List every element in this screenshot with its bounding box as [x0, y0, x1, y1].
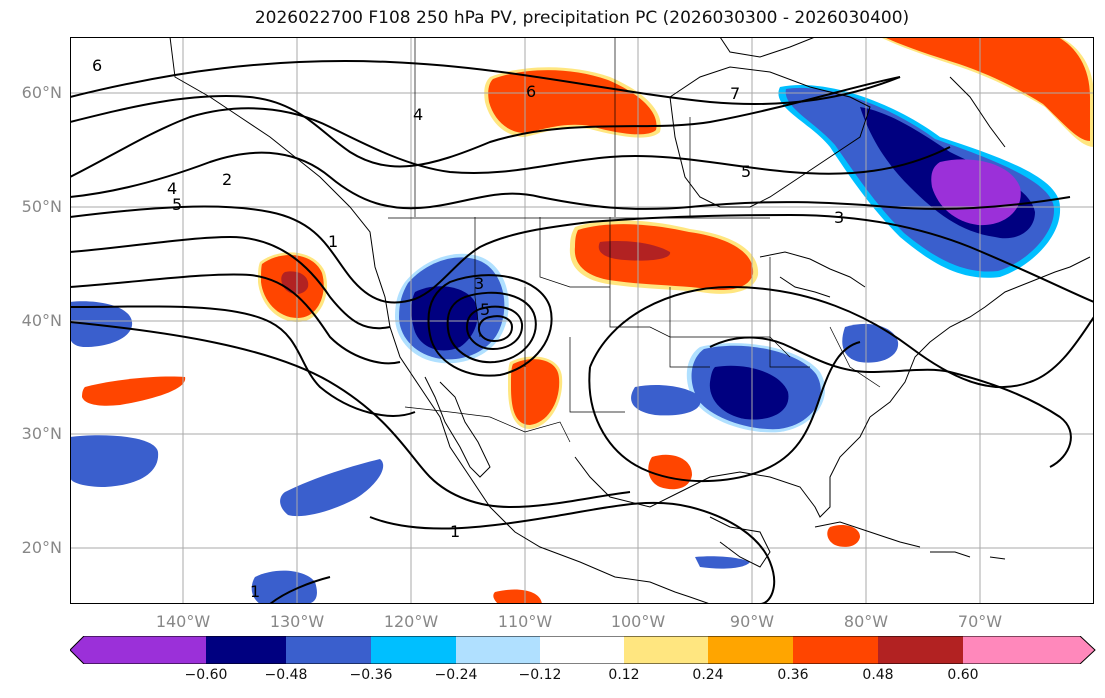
contour-label: 6: [526, 82, 536, 101]
lon-label-130w: 130°W: [269, 612, 325, 631]
plot-title: 2026022700 F108 250 hPa PV, precipitatio…: [254, 8, 910, 28]
lat-label-20n: 20°N: [21, 538, 62, 557]
contour-label: 5: [480, 300, 490, 319]
colorbar-bin: [878, 636, 963, 664]
contour-label: 1: [328, 232, 338, 251]
contour-label: 4: [167, 179, 177, 198]
colorbar-tick-label: 0.24: [692, 667, 724, 683]
lat-label-40n: 40°N: [21, 311, 62, 330]
colorbar-bin: [540, 636, 624, 664]
colorbar-tick-label: −0.36: [349, 667, 393, 683]
contour-label: 6: [92, 56, 102, 75]
colorbar-bins: [70, 636, 1095, 664]
lon-label-100w: 100°W: [610, 612, 666, 631]
precip-blob-positive-caribbean: [827, 525, 860, 547]
colorbar-bin: [206, 636, 286, 664]
precip-blob-positive-pacific-s: [493, 589, 542, 604]
contour-label: 4: [413, 105, 423, 124]
contour-label: 5: [172, 195, 182, 214]
colorbar-bin: [456, 636, 540, 664]
lat-label-30n: 30°N: [21, 424, 62, 443]
precip-blob-negative-pacific-s: [251, 570, 317, 604]
pv-contours: [70, 60, 1094, 604]
lat-label-50n: 50°N: [21, 197, 62, 216]
contour-label: 3: [834, 208, 844, 227]
precip-blob-negative-pacific-sw: [70, 435, 159, 487]
colorbar-tick-label: −0.48: [264, 667, 308, 683]
colorbar-tick-label: −0.12: [518, 667, 562, 683]
contour-label: 1: [450, 522, 460, 541]
precip-blob-negative-midatlantic: [842, 323, 899, 363]
contour-label: 3: [474, 274, 484, 293]
map-panel: 6 6 7 4 2 4 5 1 5 3 3 5 1 1: [70, 37, 1094, 604]
lon-label-90w: 90°W: [729, 612, 775, 631]
lon-label-80w: 80°W: [843, 612, 889, 631]
colorbar-tick-label: 0.36: [777, 667, 809, 683]
precip-blob-positive-pacific-w: [82, 376, 186, 406]
precip-blob-negative-pacific-w: [70, 301, 133, 347]
colorbar-bin: [371, 636, 456, 664]
colorbar-tick-label: 0.60: [947, 667, 979, 683]
colorbar-tick-label: −0.60: [184, 667, 228, 683]
lon-label-120w: 120°W: [383, 612, 439, 631]
precip-shading: [70, 37, 1094, 604]
colorbar-bin: [286, 636, 371, 664]
contour-label: 5: [741, 162, 751, 181]
contour-label: 7: [730, 84, 740, 103]
colorbar-bin: [963, 636, 1095, 664]
lon-label-70w: 70°W: [957, 612, 1003, 631]
colorbar: [70, 636, 1096, 664]
colorbar-bin: [624, 636, 708, 664]
lon-label-110w: 110°W: [497, 612, 553, 631]
colorbar-tick-label: −0.24: [434, 667, 478, 683]
contour-labels: 6 6 7 4 2 4 5 1 5 3 3 5 1 1: [92, 56, 844, 601]
colorbar-tick-label: 0.48: [862, 667, 894, 683]
colorbar-bin: [708, 636, 793, 664]
lat-label-60n: 60°N: [21, 83, 62, 102]
colorbar-tick-label: 0.12: [608, 667, 640, 683]
colorbar-bin: [793, 636, 878, 664]
contour-label: 1: [250, 582, 260, 601]
colorbar-bin: [70, 636, 206, 664]
map-frame: [70, 37, 1094, 604]
lon-label-140w: 140°W: [155, 612, 211, 631]
precip-blob-negative-pacific-c: [280, 459, 384, 517]
coastlines: [169, 37, 1091, 604]
contour-label: 2: [222, 170, 232, 189]
borders: [388, 37, 881, 443]
